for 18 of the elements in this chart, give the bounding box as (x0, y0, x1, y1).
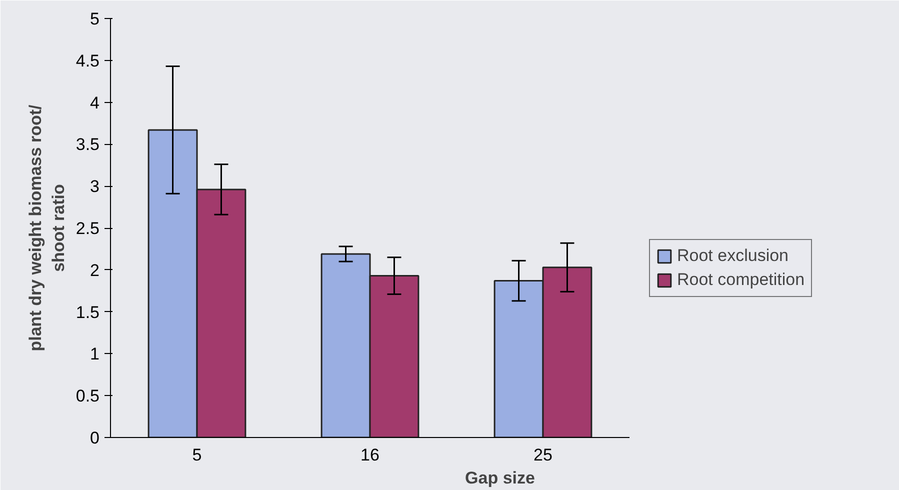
y-tick-label: 2 (90, 260, 100, 280)
y-tick-label: 1 (90, 344, 100, 364)
x-tick-label: 16 (360, 446, 380, 464)
x-axis-title: Gap size (465, 468, 535, 488)
y-tick-label: 0 (90, 428, 100, 448)
x-tick-label: 25 (534, 446, 552, 464)
y-axis-title: plant dry weight biomass root/ shoot ratio (26, 104, 68, 352)
y-tick-label: 5 (90, 10, 100, 28)
legend-label: Root exclusion (677, 246, 789, 266)
x-tick-label: 5 (192, 446, 202, 464)
y-tick-label: 3.5 (76, 135, 100, 154)
y-tick-label: 2.5 (76, 219, 100, 238)
y-tick-label: 4 (90, 93, 100, 112)
y-tick-label: 3 (90, 177, 100, 196)
y-tick-label: 0.5 (76, 386, 100, 406)
y-tick-label: 1.5 (76, 302, 100, 322)
y-tick-label: 4.5 (76, 51, 100, 70)
legend-label: Root competition (677, 270, 805, 290)
